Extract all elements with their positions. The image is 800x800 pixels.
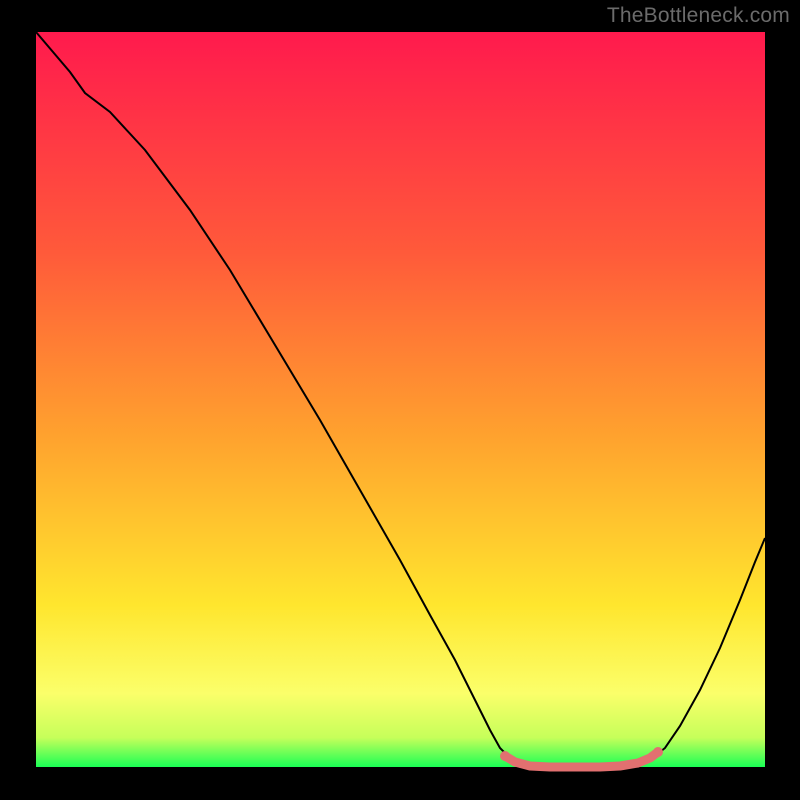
bottleneck-curve	[36, 32, 765, 767]
marker-dot	[653, 747, 663, 757]
chart-svg	[36, 32, 765, 767]
optimal-range-marker	[505, 752, 658, 767]
gradient-plot-area	[36, 32, 765, 767]
watermark-text: TheBottleneck.com	[607, 4, 790, 28]
marker-dot	[500, 751, 510, 761]
